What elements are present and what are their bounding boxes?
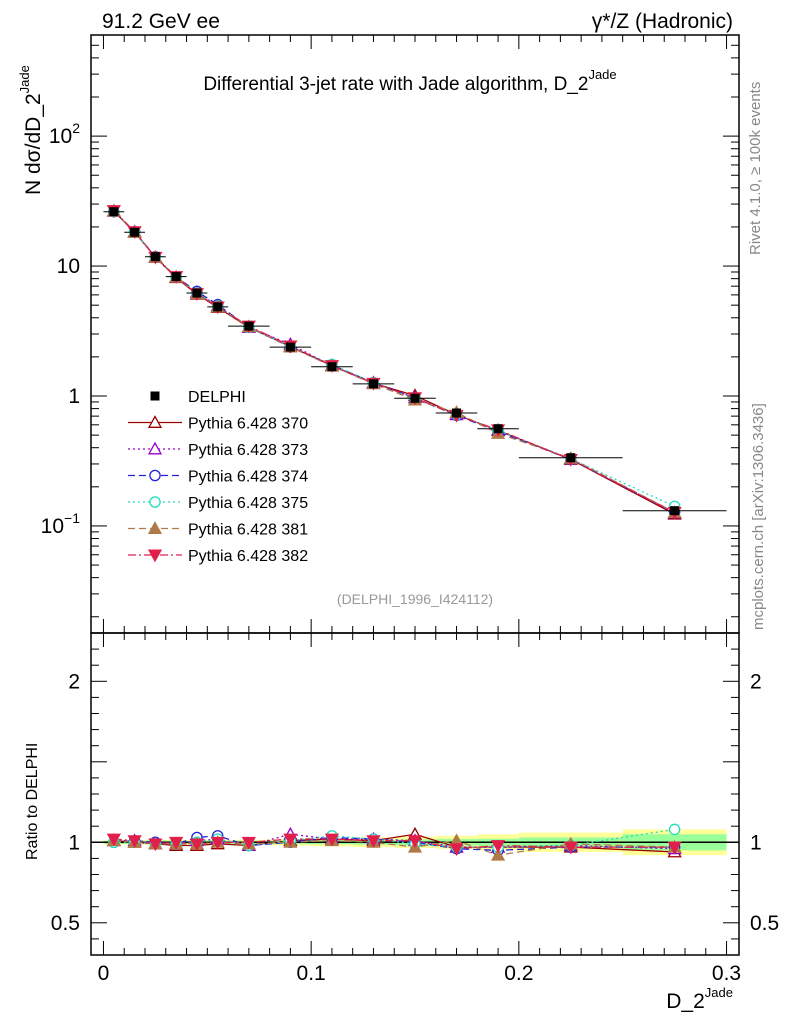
y-tick-label-base: 10 bbox=[49, 125, 72, 148]
header-process-label: γ*/Z (Hadronic) bbox=[592, 10, 733, 33]
chart-title-main: Differential 3-jet rate with Jade algori… bbox=[203, 74, 588, 95]
ratio-tick-label-right: 2 bbox=[750, 670, 762, 693]
legend-label: Pythia 6.428 370 bbox=[188, 416, 308, 433]
data-point bbox=[285, 342, 295, 352]
x-axis-label: D_2Jade bbox=[666, 985, 733, 1013]
data-point bbox=[109, 207, 119, 217]
ratio-tick-label-left: 2 bbox=[68, 670, 80, 693]
series-marker bbox=[147, 549, 163, 563]
y-axis-label: N dσ/dD_2Jade bbox=[17, 65, 45, 195]
x-tick-label: 0.1 bbox=[297, 962, 326, 985]
legend-swatch-data bbox=[150, 391, 160, 401]
legend-label: Pythia 6.428 374 bbox=[188, 469, 308, 486]
y-tick-label-base: 1 bbox=[68, 385, 80, 408]
y-axis-label-sup: Jade bbox=[17, 65, 32, 93]
data-point bbox=[213, 302, 223, 312]
series-marker bbox=[667, 841, 682, 855]
legend-label-data: DELPHI bbox=[188, 389, 246, 406]
series-marker bbox=[149, 469, 161, 482]
x-axis-label-main: D_2 bbox=[666, 990, 705, 1013]
series-marker bbox=[127, 835, 142, 849]
analysis-label: (DELPHI_1996_I424112) bbox=[337, 591, 493, 607]
legend-label: Pythia 6.428 373 bbox=[188, 442, 308, 459]
series-marker bbox=[210, 836, 225, 850]
ratio-tick-label-left: 0.5 bbox=[51, 912, 80, 935]
data-point bbox=[410, 393, 420, 403]
y-tick-label-exp: 2 bbox=[72, 120, 80, 136]
y-tick-label: 102 bbox=[49, 120, 80, 148]
data-point bbox=[493, 424, 503, 434]
data-point bbox=[327, 362, 337, 372]
data-point bbox=[566, 453, 576, 463]
series-marker bbox=[147, 521, 163, 534]
series-marker bbox=[147, 441, 163, 455]
y-tick-label: 10 bbox=[57, 255, 80, 278]
chart-title: Differential 3-jet rate with Jade algori… bbox=[203, 67, 616, 95]
y-axis-label-main: N dσ/dD_2 bbox=[22, 93, 45, 195]
ratio-tick-label-right: 1 bbox=[750, 831, 762, 854]
series-marker bbox=[189, 838, 205, 852]
ratio-y-axis-label: Ratio to DELPHI bbox=[24, 743, 41, 860]
series-marker bbox=[324, 833, 340, 847]
series-marker bbox=[241, 836, 256, 850]
series-marker bbox=[148, 838, 163, 852]
y-tick-label-exp: −1 bbox=[64, 510, 80, 526]
data-point bbox=[368, 379, 378, 389]
legend-label: Pythia 6.428 381 bbox=[188, 522, 308, 539]
legend-label: Pythia 6.428 375 bbox=[188, 495, 308, 512]
rivet-version-label: Rivet 4.1.0, ≥ 100k events bbox=[747, 82, 764, 255]
series-marker bbox=[668, 823, 681, 836]
series-marker bbox=[490, 847, 506, 861]
x-tick-label: 0.3 bbox=[712, 962, 741, 985]
mcplots-label: mcplots.cern.ch [arXiv:1306.3436] bbox=[750, 403, 767, 630]
series-marker bbox=[366, 835, 381, 849]
y-tick-label-base: 10 bbox=[41, 515, 64, 538]
x-axis-label-sup: Jade bbox=[705, 985, 733, 1000]
data-point bbox=[171, 272, 181, 282]
data-point bbox=[670, 506, 680, 516]
legend: DELPHI Pythia 6.428 370 Pythia 6.428 373 Py… bbox=[128, 389, 308, 565]
ratio-tick-label-right: 0.5 bbox=[750, 912, 779, 935]
data-markers-group bbox=[103, 207, 727, 516]
data-point bbox=[244, 321, 254, 331]
x-tick-label: 0 bbox=[98, 962, 110, 985]
series-marker bbox=[490, 840, 506, 853]
chart-title-sup: Jade bbox=[588, 67, 616, 82]
legend-label: Pythia 6.428 382 bbox=[188, 548, 308, 565]
data-point bbox=[130, 227, 140, 237]
header-energy-label: 91.2 GeV ee bbox=[102, 10, 220, 33]
series-marker bbox=[106, 833, 121, 847]
series-marker bbox=[563, 841, 578, 855]
data-point bbox=[150, 252, 160, 262]
y-tick-label: 1 bbox=[68, 385, 80, 408]
ratio-tick-label-left: 1 bbox=[68, 831, 80, 854]
series-marker bbox=[149, 496, 161, 508]
data-point bbox=[192, 288, 202, 298]
series-marker bbox=[407, 835, 423, 849]
x-tick-label: 0.2 bbox=[504, 962, 533, 985]
series-marker bbox=[147, 415, 163, 428]
series-marker bbox=[169, 836, 184, 850]
data-point bbox=[452, 408, 462, 418]
y-tick-label-base: 10 bbox=[57, 255, 80, 278]
y-tick-label: 10−1 bbox=[41, 510, 81, 538]
series-marker bbox=[449, 843, 464, 857]
series-marker bbox=[283, 833, 298, 847]
